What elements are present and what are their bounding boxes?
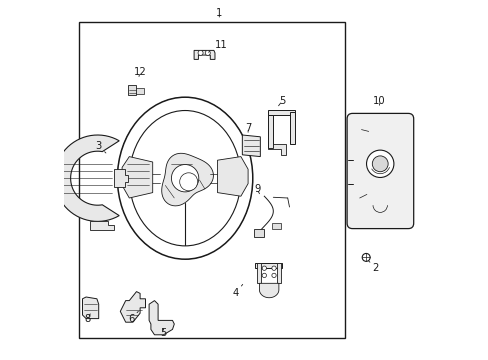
FancyBboxPatch shape xyxy=(346,113,413,229)
Bar xyxy=(253,229,264,237)
Text: 10: 10 xyxy=(372,96,385,106)
Circle shape xyxy=(262,266,266,270)
Text: 12: 12 xyxy=(133,67,146,77)
Bar xyxy=(267,115,273,148)
Circle shape xyxy=(271,273,276,278)
Polygon shape xyxy=(259,283,278,298)
Text: 7: 7 xyxy=(244,123,251,133)
Polygon shape xyxy=(114,169,128,187)
Text: 5: 5 xyxy=(160,328,166,338)
Polygon shape xyxy=(122,157,152,198)
Text: 6: 6 xyxy=(128,311,138,324)
Polygon shape xyxy=(54,135,119,221)
Polygon shape xyxy=(149,301,174,335)
Polygon shape xyxy=(162,153,213,206)
Circle shape xyxy=(371,156,387,172)
Polygon shape xyxy=(276,263,281,283)
Text: 1: 1 xyxy=(216,8,222,18)
Text: 3: 3 xyxy=(95,141,106,153)
Polygon shape xyxy=(158,155,213,211)
Polygon shape xyxy=(120,292,145,322)
Polygon shape xyxy=(267,144,285,155)
Ellipse shape xyxy=(129,111,241,246)
Polygon shape xyxy=(129,217,165,254)
Text: 8: 8 xyxy=(84,314,91,324)
Polygon shape xyxy=(162,97,185,114)
Circle shape xyxy=(179,173,197,191)
Polygon shape xyxy=(117,132,139,178)
Circle shape xyxy=(362,253,369,261)
Polygon shape xyxy=(242,135,260,157)
Polygon shape xyxy=(90,221,114,230)
Circle shape xyxy=(198,50,203,55)
Text: 5: 5 xyxy=(278,96,285,106)
Polygon shape xyxy=(136,88,143,94)
Polygon shape xyxy=(217,157,247,196)
Ellipse shape xyxy=(117,97,252,259)
Text: 9: 9 xyxy=(253,184,260,194)
Bar xyxy=(267,110,294,115)
Polygon shape xyxy=(257,263,261,283)
Polygon shape xyxy=(208,105,243,144)
Circle shape xyxy=(262,273,266,278)
Polygon shape xyxy=(194,50,215,59)
Circle shape xyxy=(366,150,393,177)
Text: 2: 2 xyxy=(368,261,378,273)
Circle shape xyxy=(171,165,199,192)
Bar xyxy=(289,112,294,144)
Text: 4: 4 xyxy=(232,284,242,298)
Polygon shape xyxy=(227,184,252,230)
Polygon shape xyxy=(82,297,99,319)
Polygon shape xyxy=(271,223,280,229)
Polygon shape xyxy=(185,242,208,259)
Polygon shape xyxy=(128,85,136,95)
Bar xyxy=(79,22,345,338)
Bar xyxy=(255,263,282,268)
Text: 11: 11 xyxy=(208,40,227,52)
Circle shape xyxy=(205,50,210,55)
Circle shape xyxy=(271,266,276,270)
